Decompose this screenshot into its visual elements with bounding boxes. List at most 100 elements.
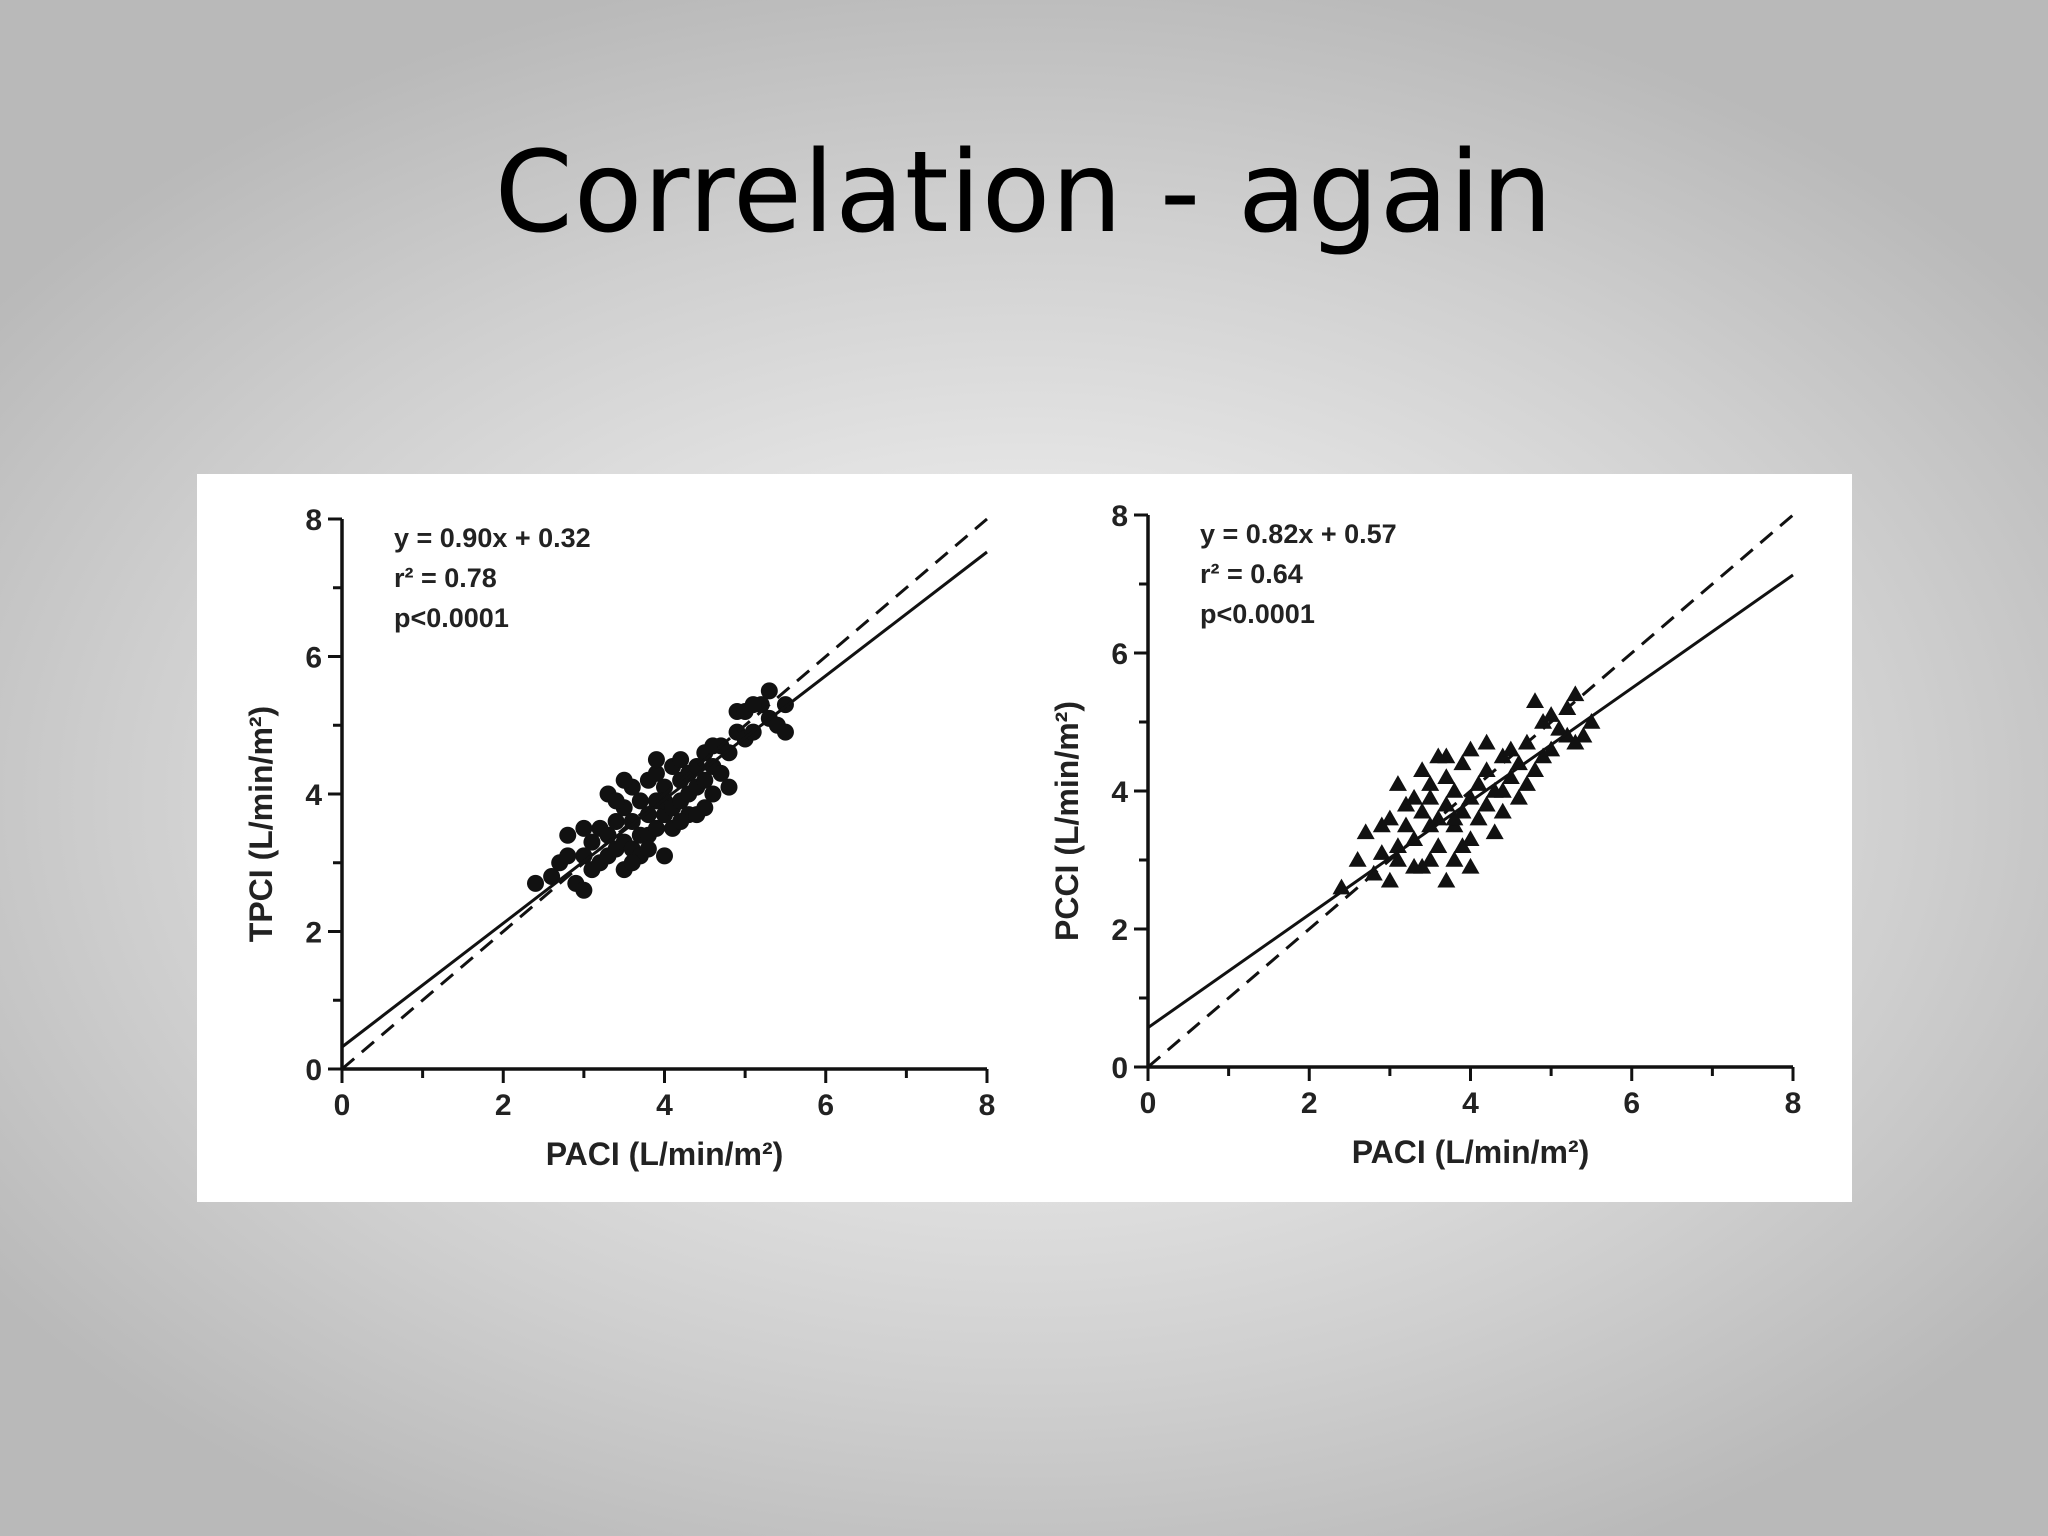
x-tick-label: 8 xyxy=(1785,1087,1802,1120)
data-point xyxy=(1453,754,1472,771)
data-point xyxy=(1517,775,1536,791)
data-point xyxy=(1574,726,1593,743)
y-tick-label: 4 xyxy=(305,779,322,812)
data-point xyxy=(672,813,690,830)
data-point xyxy=(1461,830,1480,847)
data-point xyxy=(1453,837,1472,853)
data-point xyxy=(631,792,649,810)
data-point xyxy=(647,819,665,837)
data-point xyxy=(1485,823,1504,840)
regression-line xyxy=(341,550,988,1049)
x-tick-label: 8 xyxy=(979,1089,996,1122)
scatter-plots: 0 2 4 6 8 0 2 4 6 8 PACI (L/min/m²) TPCI (L/min/m²)… xyxy=(243,500,1801,1172)
y-tick-label: 2 xyxy=(1111,914,1128,947)
y-axis-label: TPCI (L/min/m²) xyxy=(243,706,279,942)
data-point xyxy=(712,764,730,782)
x-tick-label: 4 xyxy=(1462,1087,1479,1120)
regression-annotation: p<0.0001 xyxy=(1200,599,1315,629)
data-point xyxy=(559,847,577,865)
data-point xyxy=(704,785,722,803)
data-point xyxy=(672,751,690,769)
data-point xyxy=(1429,837,1448,853)
data-point xyxy=(696,771,714,789)
data-point xyxy=(647,751,665,769)
data-point xyxy=(1421,788,1440,805)
data-point xyxy=(1526,692,1544,709)
data-point xyxy=(1437,871,1456,888)
chart-right-plot: 0 2 4 6 8 0 2 4 6 8 PACI (L/min/m²) PCCI (L/min/m²)… xyxy=(1049,500,1801,1170)
x-tick-label: 0 xyxy=(1140,1087,1157,1120)
data-point xyxy=(1405,788,1424,805)
y-tick-label: 0 xyxy=(305,1054,322,1087)
data-point xyxy=(1445,782,1464,798)
data-point xyxy=(575,819,593,837)
data-point xyxy=(607,792,625,810)
data-point xyxy=(607,813,625,830)
data-point xyxy=(1542,740,1561,757)
y-tick-label: 6 xyxy=(305,642,322,675)
data-point xyxy=(1453,802,1472,819)
data-point xyxy=(760,682,778,700)
data-point xyxy=(639,840,657,858)
data-point xyxy=(720,778,738,796)
data-point xyxy=(1413,857,1432,874)
x-axis-label: PACI (L/min/m²) xyxy=(1352,1134,1590,1170)
data-point xyxy=(1372,816,1391,833)
x-axis-label: PACI (L/min/m²) xyxy=(546,1136,784,1172)
regression-line xyxy=(1147,573,1794,1029)
data-point xyxy=(1356,823,1375,840)
data-point xyxy=(1421,775,1440,791)
data-point xyxy=(559,826,577,844)
data-point xyxy=(1509,754,1528,771)
data-point xyxy=(1550,719,1569,736)
x-tick-label: 6 xyxy=(1623,1087,1640,1120)
data-points xyxy=(1332,685,1601,895)
y-tick-label: 8 xyxy=(1111,500,1128,533)
y-axis-label: PCCI (L/min/m²) xyxy=(1049,701,1085,941)
data-point xyxy=(1461,857,1480,874)
data-point xyxy=(1501,768,1520,784)
data-point xyxy=(1469,809,1488,826)
data-point xyxy=(704,737,722,755)
data-point xyxy=(1413,802,1432,819)
data-point xyxy=(1348,851,1367,867)
data-point xyxy=(1461,740,1480,757)
regression-annotation: y = 0.90x + 0.32 xyxy=(394,523,591,553)
data-point xyxy=(1437,768,1456,784)
y-tick-label: 8 xyxy=(305,504,322,537)
data-point xyxy=(1388,775,1407,791)
data-point xyxy=(1372,844,1391,860)
data-point xyxy=(744,696,762,714)
data-point xyxy=(1477,733,1496,750)
data-point xyxy=(1445,809,1464,826)
slide-title: Correlation - again xyxy=(494,128,1554,258)
data-point xyxy=(1461,788,1480,805)
data-point xyxy=(1380,809,1399,826)
identity-line xyxy=(341,517,988,1071)
data-points xyxy=(527,682,794,899)
data-point xyxy=(615,771,633,789)
data-point xyxy=(1582,713,1601,729)
data-point xyxy=(527,874,544,892)
data-point xyxy=(1477,795,1496,812)
x-tick-label: 0 xyxy=(334,1089,351,1122)
y-tick-label: 0 xyxy=(1111,1052,1128,1085)
regression-annotation: y = 0.82x + 0.57 xyxy=(1200,519,1397,549)
y-tick-label: 4 xyxy=(1111,776,1128,809)
data-point xyxy=(543,868,561,885)
x-tick-label: 4 xyxy=(656,1089,673,1122)
data-point xyxy=(1526,761,1544,778)
data-point xyxy=(1493,802,1512,819)
data-point xyxy=(1397,816,1415,833)
data-point xyxy=(1509,788,1528,805)
data-point xyxy=(1437,747,1456,764)
data-point xyxy=(647,764,665,782)
x-tick-label: 6 xyxy=(817,1089,834,1122)
chart-left-plot: 0 2 4 6 8 0 2 4 6 8 PACI (L/min/m²) TPCI (L/min/m²)… xyxy=(243,504,995,1172)
data-point xyxy=(1566,685,1585,702)
data-point xyxy=(1445,851,1464,867)
data-point xyxy=(1437,795,1456,812)
data-point xyxy=(688,806,706,824)
data-point xyxy=(623,854,641,872)
y-tick-label: 2 xyxy=(305,917,322,950)
